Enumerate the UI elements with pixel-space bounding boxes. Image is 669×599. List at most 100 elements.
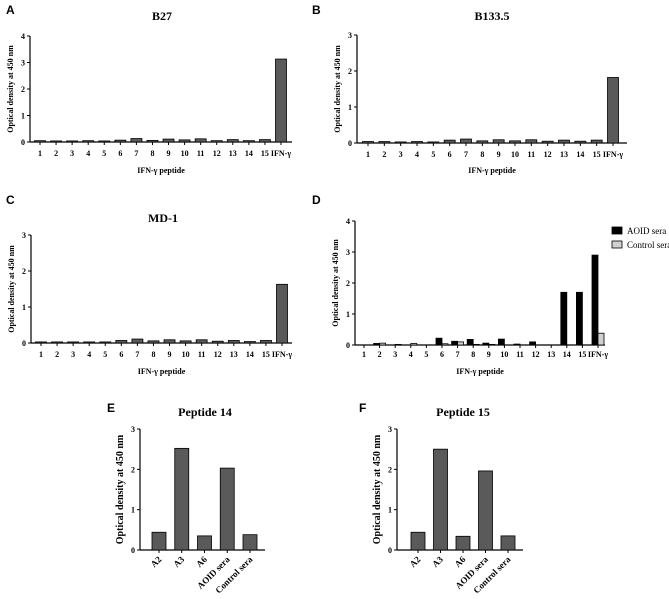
- bar: [529, 341, 536, 346]
- bar: [457, 341, 465, 346]
- y-tick-label: 1: [21, 112, 25, 121]
- bar: [394, 141, 407, 144]
- panel-label: C: [6, 193, 15, 207]
- x-tick-label: 13: [230, 350, 238, 359]
- x-tick-label: 14: [245, 149, 253, 158]
- y-axis-label: Optical density at 450 nm: [7, 245, 16, 333]
- y-tick-label: 0: [346, 341, 350, 350]
- x-axis-label: IFN-γ peptide: [468, 166, 516, 175]
- x-tick-label: 7: [134, 149, 138, 158]
- panel-label: A: [6, 3, 15, 17]
- bar: [451, 340, 459, 346]
- bar: [115, 340, 128, 344]
- bar: [114, 139, 127, 143]
- bar: [259, 139, 271, 143]
- x-tick-label: 8: [471, 350, 475, 359]
- bar: [82, 140, 95, 143]
- bar: [466, 339, 474, 346]
- x-tick-label: 13: [229, 149, 237, 158]
- bar: [558, 139, 570, 144]
- bar: [574, 140, 587, 144]
- panel-label: F: [359, 401, 366, 415]
- bar: [509, 140, 521, 144]
- panel-F: F Peptide 15 0 1 2 3 Optical density at 450 nm…: [359, 401, 523, 595]
- bar: [607, 77, 619, 144]
- bar: [373, 343, 381, 346]
- chart-title: B27: [152, 9, 172, 23]
- bar: [488, 343, 496, 346]
- x-tick-label: A3: [171, 554, 186, 569]
- x-tick-label: 6: [119, 350, 123, 359]
- y-tick-label: 0: [22, 339, 26, 348]
- bar: [194, 138, 207, 143]
- y-tick-label: 1: [348, 103, 352, 112]
- bar: [66, 140, 79, 143]
- y-tick-label: 0: [348, 139, 352, 148]
- chart-title: Peptide 14: [178, 405, 232, 419]
- bar: [131, 338, 144, 344]
- x-tick-label: 11: [516, 350, 524, 359]
- y-tick-label: 0: [21, 138, 25, 147]
- x-tick-label: 6: [440, 350, 444, 359]
- x-axis-label: IFN-γ peptide: [137, 166, 185, 175]
- bar: [378, 141, 391, 144]
- x-tick-label: 9: [167, 149, 171, 158]
- chart-title: MD-1: [148, 211, 178, 225]
- x-tick-label: 15: [261, 149, 269, 158]
- legend-label: AOID sera: [627, 226, 666, 236]
- bar: [130, 138, 143, 143]
- y-tick-label: 2: [346, 279, 350, 288]
- x-tick-label: 5: [102, 149, 106, 158]
- y-tick-label: 4: [21, 32, 25, 41]
- x-tick-label: 11: [197, 149, 205, 158]
- x-tick-label: A6: [194, 554, 209, 569]
- bar: [435, 337, 443, 346]
- legend-swatch: [611, 226, 623, 235]
- y-tick-label: 2: [21, 85, 25, 94]
- y-axis-label: Optical density at 450 nm: [372, 434, 383, 544]
- bar: [476, 140, 489, 144]
- bar: [210, 140, 223, 143]
- x-tick-label: 2: [378, 350, 382, 359]
- x-tick-label: 9: [487, 350, 491, 359]
- y-tick-label: 3: [21, 59, 25, 68]
- x-tick-label: 4: [87, 350, 91, 359]
- bar: [597, 332, 605, 346]
- x-tick-label: 1: [39, 350, 43, 359]
- bar: [427, 141, 440, 144]
- x-tick-label: 14: [576, 150, 584, 159]
- bar: [276, 283, 288, 344]
- bar: [83, 341, 96, 344]
- bar: [163, 339, 176, 344]
- y-axis-label: Optical density at 450 nm: [331, 239, 340, 327]
- bar: [226, 139, 239, 143]
- x-tick-label: 9: [497, 150, 501, 159]
- x-tick-label: 1: [38, 149, 42, 158]
- bar: [147, 340, 160, 344]
- bar: [443, 139, 456, 144]
- bar: [211, 340, 224, 344]
- x-tick-label: 4: [415, 150, 419, 159]
- bar: [379, 342, 387, 346]
- bar: [482, 342, 490, 346]
- x-tick-label: 8: [150, 149, 154, 158]
- bar: [51, 341, 63, 344]
- chart-title: Peptide 15: [436, 405, 490, 419]
- bar: [478, 470, 493, 551]
- x-tick-label: 2: [54, 149, 58, 158]
- x-tick-label: 13: [560, 150, 568, 159]
- x-tick-label: 15: [262, 350, 270, 359]
- bar: [275, 58, 287, 143]
- bar: [394, 343, 402, 346]
- bar: [541, 140, 554, 144]
- x-tick-label: 11: [528, 150, 536, 159]
- x-tick-label: 6: [118, 149, 122, 158]
- bar: [197, 535, 212, 551]
- legend-swatch: [611, 240, 623, 249]
- x-tick-label: IFN-γ: [272, 350, 292, 359]
- chart-title: B133.5: [474, 9, 509, 23]
- x-tick-label: A2: [149, 554, 164, 569]
- bar: [50, 140, 62, 143]
- bar: [98, 140, 111, 143]
